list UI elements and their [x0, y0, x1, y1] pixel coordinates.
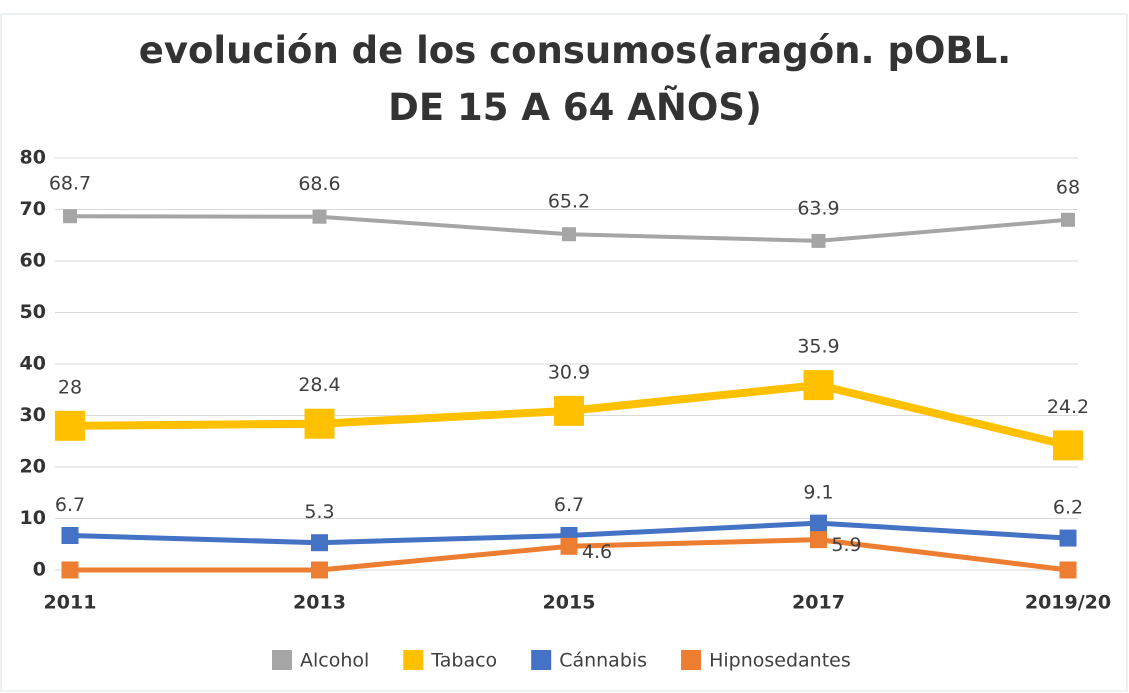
marker: [560, 537, 578, 555]
marker: [1053, 430, 1083, 461]
marker: [63, 209, 77, 224]
marker: [810, 531, 827, 549]
marker: [55, 410, 85, 441]
y-tick-label: 0: [33, 559, 46, 581]
legend-swatch: [403, 650, 424, 670]
x-tick-label: 2017: [792, 592, 845, 614]
data-label: 5.3: [304, 501, 334, 523]
marker: [311, 534, 328, 552]
marker: [562, 227, 576, 242]
x-tick-label: 2011: [44, 592, 97, 614]
data-label: 24.2: [1047, 396, 1089, 418]
data-label: 4.6: [582, 541, 612, 563]
marker: [811, 233, 826, 248]
data-label: 9.1: [803, 482, 833, 504]
data-label: 28.4: [298, 374, 340, 396]
y-tick-label: 50: [20, 301, 46, 323]
data-label: 68.6: [298, 173, 340, 195]
marker: [810, 514, 827, 532]
data-label: 65.2: [548, 191, 590, 213]
data-label: 6.2: [1053, 497, 1083, 519]
marker: [1059, 529, 1077, 547]
y-tick-label: 70: [20, 198, 46, 220]
marker: [312, 209, 327, 224]
data-label: 6.7: [55, 494, 85, 516]
x-tick-label: 2015: [543, 592, 596, 614]
x-tick-label: 2019/20: [1025, 592, 1111, 614]
chart-title: evolución de los consumos(aragón. pOBL. …: [138, 29, 1012, 129]
marker: [304, 408, 335, 439]
legend-swatch: [531, 650, 552, 670]
y-tick-label: 10: [20, 507, 46, 529]
data-label: 63.9: [797, 197, 839, 219]
marker: [554, 395, 584, 426]
marker: [311, 561, 328, 579]
data-label: 68.7: [49, 173, 91, 195]
x-tick-label: 2013: [293, 592, 346, 614]
marker: [803, 370, 834, 401]
legend-label: Cánnabis: [559, 650, 647, 672]
y-tick-label: 60: [20, 250, 46, 272]
data-label: 28: [58, 376, 82, 398]
marker: [61, 561, 79, 579]
marker: [61, 526, 79, 544]
frame: [0, 13, 1128, 692]
legend-label: Tabaco: [430, 650, 497, 672]
data-label: 5.9: [831, 534, 861, 556]
data-label: 6.7: [554, 494, 584, 516]
data-label: 35.9: [797, 336, 839, 358]
data-label: 30.9: [548, 361, 590, 383]
y-tick-label: 80: [20, 147, 46, 169]
data-label: 68: [1056, 176, 1080, 198]
marker: [1061, 212, 1075, 227]
legend-label: Hipnosedantes: [709, 650, 851, 672]
legend-label: Alcohol: [300, 650, 369, 672]
legend-swatch: [681, 650, 702, 670]
legend-swatch: [272, 650, 292, 670]
marker: [1059, 561, 1077, 579]
y-tick-label: 40: [20, 353, 46, 375]
y-tick-label: 20: [20, 456, 46, 478]
y-tick-label: 30: [20, 404, 46, 426]
